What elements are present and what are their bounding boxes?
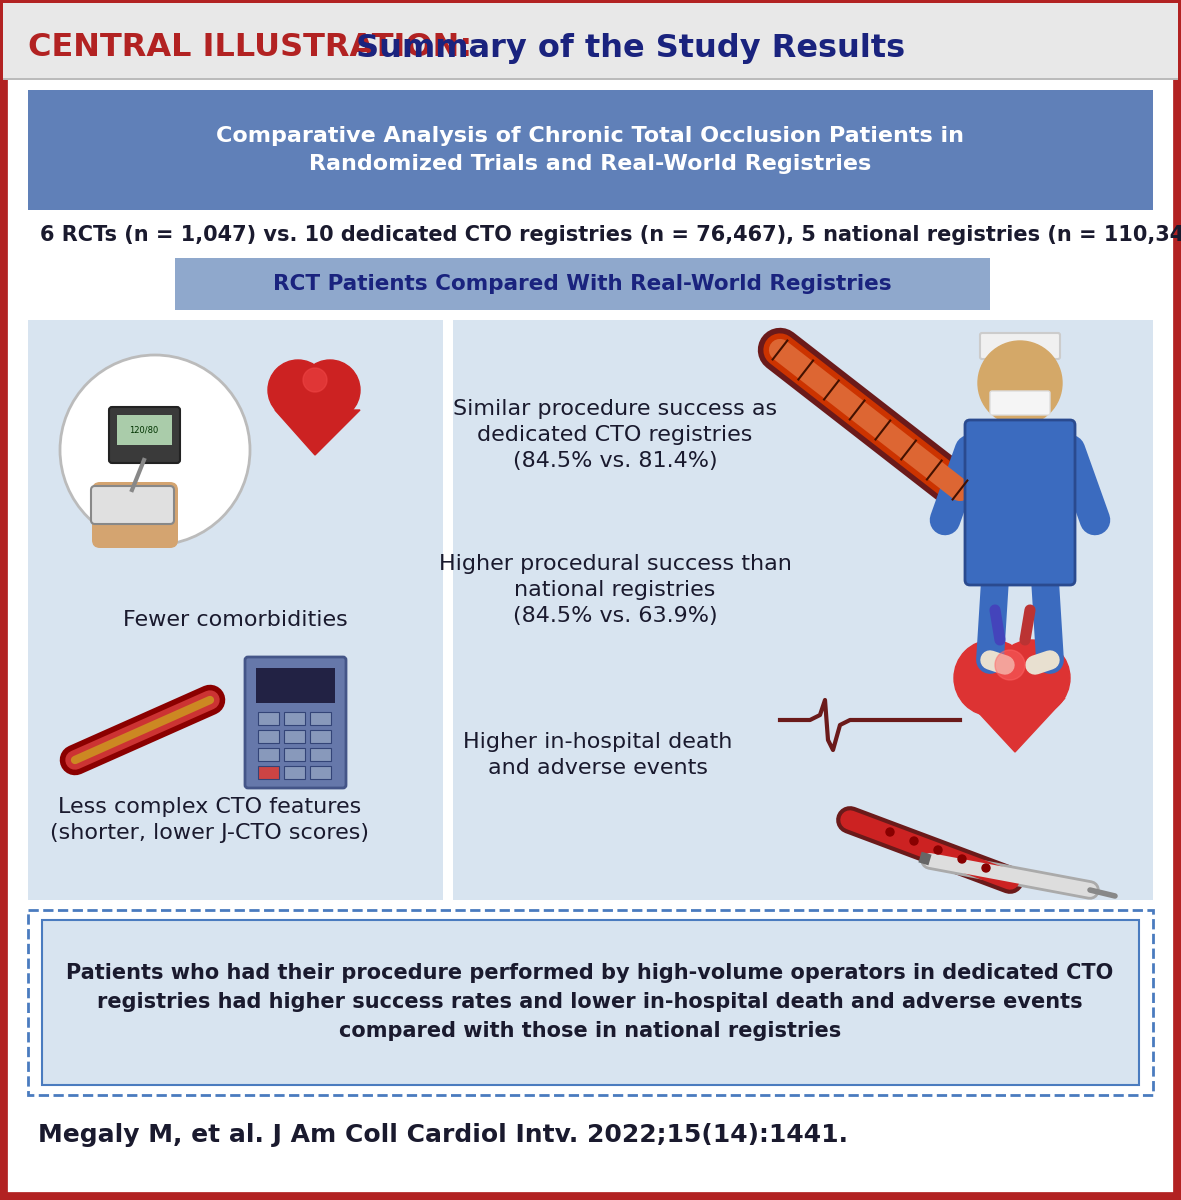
Circle shape: [60, 355, 250, 545]
Text: CENTRAL ILLUSTRATION:: CENTRAL ILLUSTRATION:: [28, 32, 472, 64]
Text: Less complex CTO features
(shorter, lower J-CTO scores): Less complex CTO features (shorter, lowe…: [51, 797, 370, 844]
Bar: [309, 730, 331, 743]
FancyBboxPatch shape: [990, 391, 1050, 415]
FancyBboxPatch shape: [91, 486, 174, 524]
Bar: [4, 2, 1177, 78]
Bar: [117, 415, 172, 445]
Bar: [309, 766, 331, 779]
Text: Patients who had their procedure performed by high-volume operators in dedicated: Patients who had their procedure perform…: [66, 964, 1114, 1040]
Circle shape: [886, 828, 894, 836]
Circle shape: [304, 368, 327, 392]
Bar: [309, 748, 331, 761]
Text: 120/80: 120/80: [130, 426, 158, 434]
Circle shape: [911, 838, 918, 845]
Bar: [175, 258, 990, 310]
Circle shape: [994, 640, 1070, 716]
Bar: [309, 712, 331, 725]
Circle shape: [954, 640, 1030, 716]
Text: Higher procedural success than
national registries
(84.5% vs. 63.9%): Higher procedural success than national …: [438, 553, 791, 626]
Text: Summary of the Study Results: Summary of the Study Results: [345, 32, 905, 64]
Circle shape: [981, 864, 990, 872]
Polygon shape: [275, 410, 360, 455]
Polygon shape: [965, 698, 1065, 752]
Text: Comparative Analysis of Chronic Total Occlusion Patients in
Randomized Trials an: Comparative Analysis of Chronic Total Oc…: [216, 126, 964, 174]
Bar: [4, 78, 1177, 80]
Bar: [257, 730, 279, 743]
Text: RCT Patients Compared With Real-World Registries: RCT Patients Compared With Real-World Re…: [273, 274, 892, 294]
Text: Fewer comorbidities: Fewer comorbidities: [123, 610, 347, 630]
Circle shape: [978, 341, 1062, 425]
Bar: [28, 910, 1153, 1094]
Bar: [4, 2, 1177, 10]
Bar: [283, 730, 305, 743]
Bar: [43, 920, 1138, 1085]
FancyBboxPatch shape: [980, 332, 1061, 359]
Circle shape: [268, 360, 328, 420]
Bar: [454, 320, 1153, 900]
Text: Similar procedure success as
dedicated CTO registries
(84.5% vs. 81.4%): Similar procedure success as dedicated C…: [454, 398, 777, 472]
Text: Megaly M, et al. J Am Coll Cardiol Intv. 2022;15(14):1441.: Megaly M, et al. J Am Coll Cardiol Intv.…: [38, 1123, 848, 1147]
FancyBboxPatch shape: [965, 420, 1075, 584]
Bar: [257, 748, 279, 761]
Text: Higher in-hospital death
and adverse events: Higher in-hospital death and adverse eve…: [463, 732, 732, 778]
Bar: [257, 712, 279, 725]
Bar: [283, 748, 305, 761]
Circle shape: [934, 846, 942, 854]
Circle shape: [300, 360, 360, 420]
Circle shape: [958, 854, 966, 863]
Bar: [257, 766, 279, 779]
Bar: [256, 668, 335, 703]
Bar: [28, 90, 1153, 210]
Bar: [28, 320, 443, 900]
Text: 6 RCTs (n = 1,047) vs. 10 dedicated CTO registries (n = 76,467), 5 national regi: 6 RCTs (n = 1,047) vs. 10 dedicated CTO …: [40, 226, 1181, 245]
FancyBboxPatch shape: [244, 658, 346, 788]
FancyBboxPatch shape: [92, 482, 178, 548]
Bar: [283, 766, 305, 779]
FancyBboxPatch shape: [109, 407, 180, 463]
Bar: [283, 712, 305, 725]
Circle shape: [996, 650, 1025, 680]
